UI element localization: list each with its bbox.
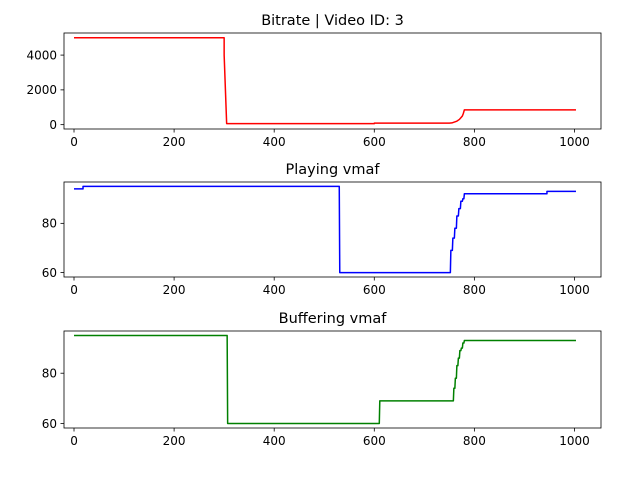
x-tick-label: 0 <box>70 135 78 149</box>
y-tick-label: 80 <box>42 367 57 381</box>
axes-frame <box>63 181 602 278</box>
x-tick-label: 600 <box>363 135 386 149</box>
chart-panel-3: Buffering vmaf 0 200 400 600 800 1000 60 80 <box>42 311 602 448</box>
chart-title: Playing vmaf <box>286 162 381 178</box>
series-line-1 <box>74 36 576 125</box>
x-tick-label: 1000 <box>559 283 590 297</box>
chart-title: Bitrate | Video ID: 3 <box>261 13 404 29</box>
y-tick-label: 0 <box>49 118 57 132</box>
x-tick-label: 1000 <box>559 135 590 149</box>
chart-panel-1: Bitrate | Video ID: 3 0 200 400 600 800 1000 0 2… <box>26 13 602 149</box>
x-tick-label: 800 <box>463 434 486 448</box>
chart-title: Buffering vmaf <box>279 311 388 327</box>
x-tick-label: 400 <box>263 283 286 297</box>
x-tick-label: 800 <box>463 283 486 297</box>
y-tick-label: 60 <box>42 266 57 280</box>
series-line-1 <box>74 334 576 425</box>
axes-frame <box>63 32 602 130</box>
x-tick-label: 200 <box>163 434 186 448</box>
y-tick-label: 60 <box>42 417 57 431</box>
y-tick-label: 2000 <box>26 83 57 97</box>
x-tick-label: 400 <box>263 434 286 448</box>
x-tick-label: 600 <box>363 283 386 297</box>
x-tick-label: 1000 <box>559 434 590 448</box>
x-tick-label: 200 <box>163 135 186 149</box>
y-tick-label: 80 <box>42 217 57 231</box>
axes-frame <box>63 330 602 429</box>
chart-panel-2: Playing vmaf 0 200 400 600 800 1000 60 80 <box>42 162 602 297</box>
x-tick-label: 800 <box>463 135 486 149</box>
x-tick-label: 200 <box>163 283 186 297</box>
x-tick-label: 0 <box>70 434 78 448</box>
series-line-1 <box>74 185 576 274</box>
x-tick-label: 600 <box>363 434 386 448</box>
x-tick-label: 400 <box>263 135 286 149</box>
x-tick-label: 0 <box>70 283 78 297</box>
y-tick-label: 4000 <box>26 48 57 62</box>
